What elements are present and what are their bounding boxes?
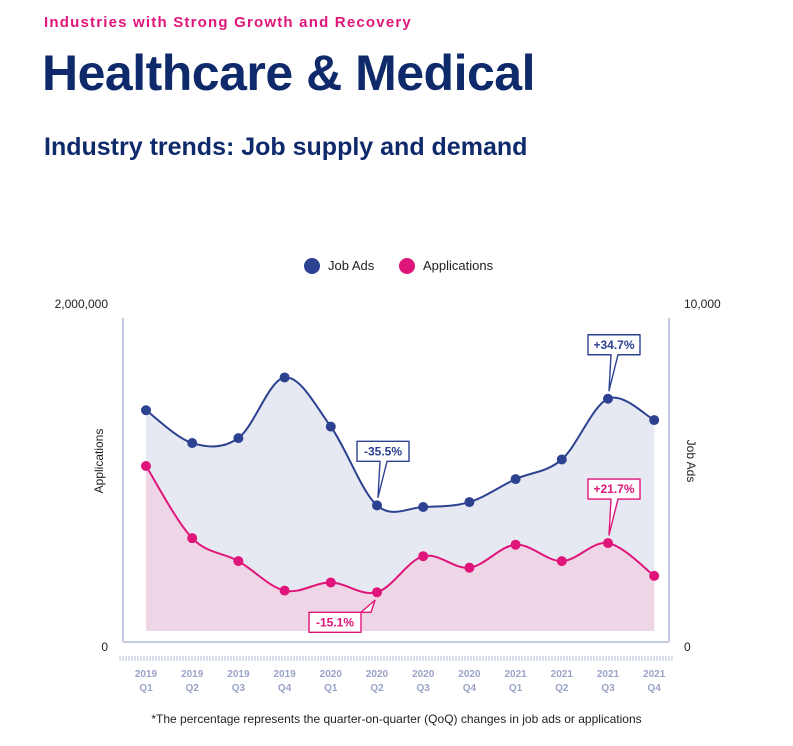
applications-point [279, 585, 290, 596]
job-ads-point [279, 372, 290, 383]
x-tick-label-quarter: Q4 [278, 683, 292, 694]
x-tick-label-year: 2019 [181, 669, 204, 680]
x-tick-label-quarter: Q3 [417, 683, 431, 694]
callout-151: -15.1% [308, 599, 376, 633]
applications-point [141, 461, 151, 471]
callout-label: +34.7% [593, 338, 634, 352]
callout-label: -35.5% [364, 444, 402, 458]
job-ads-point [649, 415, 660, 426]
x-tick-label-quarter: Q4 [463, 683, 477, 694]
left-axis-min-label: 0 [101, 640, 108, 654]
x-tick-label-quarter: Q2 [186, 683, 200, 694]
job-ads-point [603, 393, 613, 404]
applications-point [649, 570, 660, 581]
legend-applications-label: Applications [423, 258, 494, 273]
applications-point [233, 556, 244, 567]
x-tick-label-quarter: Q3 [232, 683, 246, 694]
right-axis-max-label: 10,000 [684, 297, 721, 311]
legend-job-ads-label: Job Ads [328, 258, 375, 273]
job-ads-point [233, 433, 244, 444]
left-axis-max-label: 2,000,000 [55, 297, 109, 311]
applications-point [418, 551, 429, 562]
x-tick-label-year: 2019 [273, 669, 296, 680]
x-tick-label-year: 2020 [320, 669, 343, 680]
x-tick-label-quarter: Q3 [601, 683, 615, 694]
x-tick-label-quarter: Q2 [555, 683, 569, 694]
callout-355: -35.5% [356, 440, 410, 499]
job-ads-point [556, 454, 567, 465]
x-tick-label-quarter: Q1 [324, 683, 338, 694]
callout-347: +34.7% [587, 334, 641, 392]
callout-box [587, 334, 641, 392]
applications-point [603, 538, 613, 549]
callout-box [587, 478, 641, 536]
legend-job-ads-marker [304, 258, 320, 274]
legend-applications-marker [399, 258, 415, 274]
applications-point [510, 539, 521, 550]
x-tick-label-quarter: Q1 [139, 683, 153, 694]
supply-demand-chart: 2,000,000 0 10,000 0 Applications Job Ads 2019… [55, 258, 721, 694]
footnote: *The percentage represents the quarter-o… [151, 712, 642, 726]
x-tick-label-year: 2021 [643, 669, 666, 680]
x-tick-label-quarter: Q4 [648, 683, 662, 694]
x-tick-label-year: 2021 [597, 669, 620, 680]
callout-217: +21.7% [587, 478, 641, 536]
job-ads-point [325, 421, 336, 432]
x-tick-label-quarter: Q1 [509, 683, 523, 694]
right-axis-title: Job Ads [684, 440, 698, 483]
x-tick-label-year: 2020 [366, 669, 389, 680]
eyebrow-heading: Industries with Strong Growth and Recove… [44, 14, 412, 31]
callout-label: +21.7% [593, 482, 634, 496]
job-ads-point [464, 497, 475, 508]
x-tick-label-year: 2020 [412, 669, 435, 680]
x-tick-label-year: 2021 [551, 669, 574, 680]
right-axis-min-label: 0 [684, 640, 691, 654]
x-tick-label-year: 2019 [135, 669, 158, 680]
callout-box [308, 599, 376, 633]
applications-point [372, 587, 382, 598]
job-ads-point [372, 500, 382, 511]
x-tick-label-year: 2020 [458, 669, 481, 680]
applications-point [187, 533, 198, 544]
applications-point [556, 556, 567, 567]
applications-point [464, 562, 475, 573]
applications-area [146, 466, 655, 631]
x-tick-label-year: 2021 [504, 669, 527, 680]
applications-point [325, 577, 336, 588]
job-ads-point [187, 438, 198, 449]
job-ads-point [510, 474, 521, 485]
job-ads-point [141, 405, 151, 416]
callout-box [356, 440, 410, 499]
page-title: Healthcare & Medical [42, 45, 535, 101]
left-axis-title: Applications [92, 429, 106, 494]
chart-subtitle: Industry trends: Job supply and demand [44, 133, 528, 161]
callout-label: -15.1% [316, 615, 354, 629]
x-tick-label-year: 2019 [227, 669, 250, 680]
x-tick-label-quarter: Q2 [370, 683, 384, 694]
job-ads-point [418, 502, 429, 512]
